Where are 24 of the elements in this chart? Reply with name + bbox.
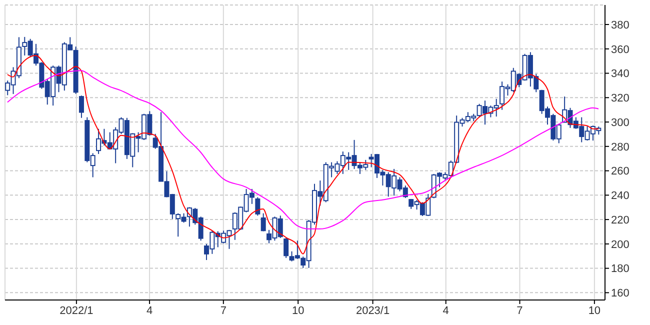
y-tick-label: 200 bbox=[611, 238, 630, 251]
x-tick-label: 4 bbox=[146, 304, 153, 317]
candlestick bbox=[255, 196, 260, 216]
y-tick-label: 280 bbox=[611, 141, 630, 154]
y-tick-label: 160 bbox=[611, 288, 630, 300]
y-tick-label: 240 bbox=[611, 190, 630, 202]
y-tick-label: 380 bbox=[611, 19, 630, 32]
y-tick-label: 340 bbox=[611, 68, 630, 80]
x-tick-label: 10 bbox=[588, 304, 601, 317]
y-tick-label: 180 bbox=[611, 263, 630, 276]
candlestick bbox=[284, 237, 289, 258]
x-tick-label: 7 bbox=[516, 304, 523, 317]
y-tick-label: 300 bbox=[611, 116, 630, 129]
x-tick-label: 4 bbox=[442, 304, 449, 317]
candlestick bbox=[260, 212, 266, 232]
y-tick-label: 320 bbox=[611, 92, 630, 105]
x-tick-label: 7 bbox=[220, 304, 226, 317]
x-tick-label: 10 bbox=[292, 304, 304, 317]
candlestick bbox=[78, 95, 84, 118]
y-tick-label: 220 bbox=[611, 214, 630, 226]
y-tick-label: 260 bbox=[611, 166, 630, 178]
x-tick-label: 2022/1 bbox=[60, 304, 94, 317]
x-tick-label: 2023/1 bbox=[356, 304, 390, 317]
y-tick-label: 360 bbox=[611, 44, 630, 56]
